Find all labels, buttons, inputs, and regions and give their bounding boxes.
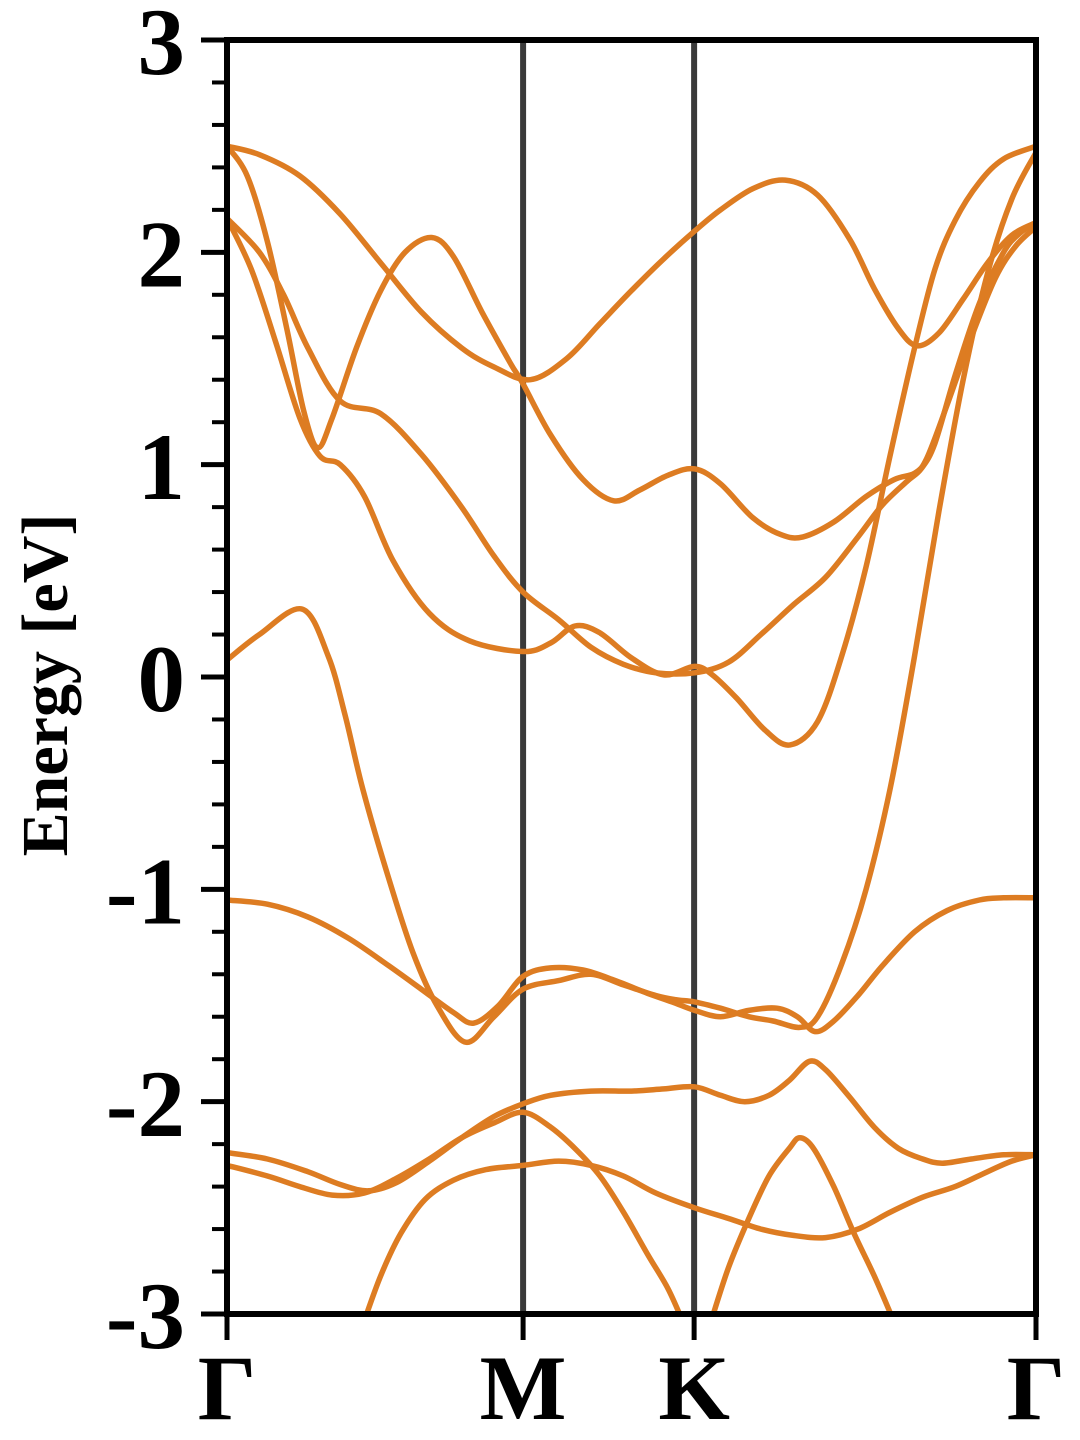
y-tick-label: -2 — [106, 1051, 185, 1157]
x-tick-label-Γ: Γ — [1007, 1337, 1066, 1439]
x-tick-label-Γ: Γ — [198, 1337, 257, 1439]
y-axis-label: Energy [eV] — [9, 513, 82, 857]
y-tick-label: 0 — [138, 626, 186, 732]
y-tick-label: 1 — [138, 414, 186, 520]
x-tick-label-M: M — [480, 1337, 567, 1439]
band-9 — [363, 1152, 1036, 1314]
plot-frame — [224, 37, 1039, 1317]
x-tick-label-K: K — [658, 1337, 730, 1439]
y-tick-label: 3 — [138, 0, 186, 95]
band-8 — [227, 1109, 683, 1314]
band-6-valence-flat — [227, 894, 1036, 1035]
band-10-K-valley — [710, 1135, 894, 1314]
y-tick-label: -3 — [106, 1263, 185, 1369]
band-7 — [227, 1058, 1036, 1194]
band-3 — [227, 215, 1036, 677]
y-tick-label: -1 — [106, 839, 185, 945]
band-5-fermi-flat — [227, 149, 1036, 1045]
band-1-upper-hump — [227, 143, 1036, 383]
band-4-dip-after-K — [227, 143, 1036, 748]
y-tick-label: 2 — [138, 202, 186, 308]
